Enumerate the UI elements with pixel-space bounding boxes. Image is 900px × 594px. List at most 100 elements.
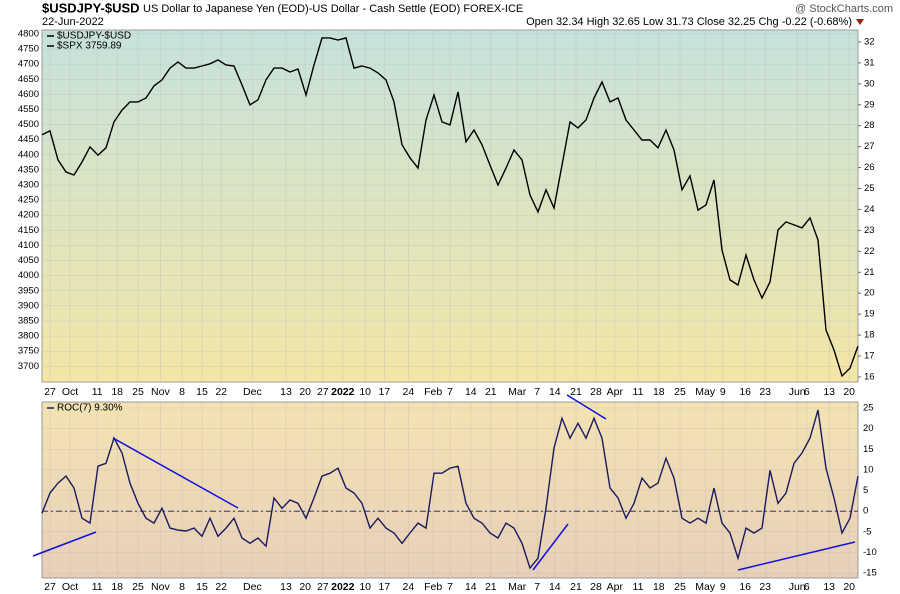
y-tick-label: 4800	[18, 28, 39, 39]
watermark: @ StockCharts.com	[795, 3, 893, 15]
symbol: $USDJPY-$USD	[42, 0, 140, 15]
x-tick-label: 13	[823, 386, 835, 398]
y2-tick-label: 17	[864, 351, 875, 362]
y2-tick-label: 21	[864, 267, 875, 278]
x-tick-label: 11	[92, 386, 103, 398]
y-tick-label: 4550	[18, 104, 39, 115]
x-tick-label: 14	[465, 386, 477, 398]
x-tick-label: 25	[132, 581, 144, 593]
x-tick-label: 21	[570, 386, 582, 398]
trend-line	[532, 523, 569, 571]
down-arrow	[856, 19, 864, 25]
x-tick-label: Dec	[243, 386, 262, 398]
y-tick-label: 3850	[18, 315, 39, 326]
trend-line	[32, 531, 97, 557]
x-tick-label: 2022	[331, 386, 355, 398]
x-tick-label: 15	[196, 386, 208, 398]
y-tick-label: -5	[863, 526, 871, 537]
y2-tick-label: 18	[864, 330, 875, 341]
y-tick-label: 4650	[18, 74, 39, 85]
x-tick-label: May	[695, 386, 716, 398]
x-tick-label: 13	[280, 386, 292, 398]
x-tick-label: 6	[804, 386, 810, 398]
y-tick-label: 3700	[18, 361, 39, 372]
y-tick-label: 4600	[18, 89, 39, 100]
y-tick-label: 4350	[18, 164, 39, 175]
x-tick-label: Feb	[424, 581, 442, 593]
x-tick-label: 8	[179, 581, 185, 593]
x-tick-label: 27	[44, 581, 56, 593]
y2-tick-label: 31	[864, 57, 875, 68]
x-tick-label: 18	[111, 386, 123, 398]
x-tick-label: 24	[403, 581, 415, 593]
x-tick-label: 9	[720, 386, 726, 398]
y2-tick-label: 24	[864, 204, 875, 215]
x-tick-label: Nov	[151, 581, 170, 593]
y-tick-label: 4200	[18, 210, 39, 221]
x-tick-label: Apr	[607, 581, 624, 593]
x-tick-label: 15	[196, 581, 208, 593]
x-tick-label: 11	[633, 386, 644, 398]
y-tick-label: 4000	[18, 270, 39, 281]
trend-line	[112, 437, 239, 509]
x-tick-label: 17	[379, 581, 391, 593]
x-tick-label: 24	[403, 386, 415, 398]
x-tick-label: Jun	[789, 386, 806, 398]
x-tick-label: 14	[549, 581, 561, 593]
y2-tick-label: 23	[864, 225, 875, 236]
y-tick-label: 3800	[18, 331, 39, 342]
x-tick-label: 10	[359, 386, 371, 398]
x-tick-label: 27	[44, 386, 56, 398]
x-tick-label: 8	[179, 386, 185, 398]
y2-tick-label: 29	[864, 99, 875, 110]
x-tick-label: Dec	[243, 581, 262, 593]
x-tick-label: Apr	[607, 386, 624, 398]
y-tick-label: 15	[863, 444, 874, 455]
panels: 27 Oct 11 18 25 Nov 8 15 22 Dec 13 20 27 2022 10 17 24 Fe…	[18, 28, 877, 592]
series-line	[41, 409, 859, 570]
y-tick-label: 3750	[18, 346, 39, 357]
x-tick-label: 25	[132, 386, 144, 398]
y2-tick-label: 27	[864, 141, 875, 152]
x-tick-label: 20	[299, 386, 311, 398]
x-tick-label: Feb	[424, 386, 442, 398]
x-tick-label: 21	[570, 581, 582, 593]
legend-label: ROC(7) 9.30%	[57, 403, 123, 414]
x-tick-label: 27	[317, 386, 329, 398]
x-tick-label: May	[695, 581, 716, 593]
y2-tick-label: 19	[864, 309, 875, 320]
y2-tick-label: 20	[864, 288, 875, 299]
trend-lines	[32, 394, 856, 571]
x-tick-label: Oct	[62, 581, 78, 593]
x-tick-label: 18	[111, 581, 123, 593]
y2-tick-label: 25	[864, 183, 875, 194]
x-tick-label: 20	[299, 581, 311, 593]
x-tick-label: Oct	[62, 386, 78, 398]
date: 22-Jun-2022	[42, 16, 104, 28]
y-tick-label: 4500	[18, 119, 39, 130]
y-tick-label: 4300	[18, 180, 39, 191]
x-tick-label: 14	[465, 581, 477, 593]
x-tick-label: Mar	[508, 386, 527, 398]
x-tick-label: 25	[674, 581, 686, 593]
y-tick-label: 3950	[18, 285, 39, 296]
annotation: $SPX 3759.89	[57, 41, 122, 52]
y2-tick-label: 16	[864, 371, 875, 382]
y-tick-label: 4050	[18, 255, 39, 266]
y-tick-label: 20	[863, 423, 874, 434]
y-tick-label: 4400	[18, 149, 39, 160]
legend-label: $USDJPY-$USD	[57, 31, 131, 42]
x-tick-label: 7	[534, 581, 540, 593]
x-tick-label: 11	[633, 581, 644, 593]
y-tick-label: 4100	[18, 240, 39, 251]
y-tick-label: 4150	[18, 225, 39, 236]
x-tick-label: 6	[804, 581, 810, 593]
x-tick-label: 17	[379, 386, 391, 398]
y2-tick-label: 28	[864, 120, 875, 131]
x-tick-label: 7	[447, 581, 453, 593]
y-tick-label: 4250	[18, 195, 39, 206]
y2-tick-label: 32	[864, 36, 875, 47]
y-tick-label: 0	[863, 506, 868, 517]
trend-line	[737, 541, 856, 571]
